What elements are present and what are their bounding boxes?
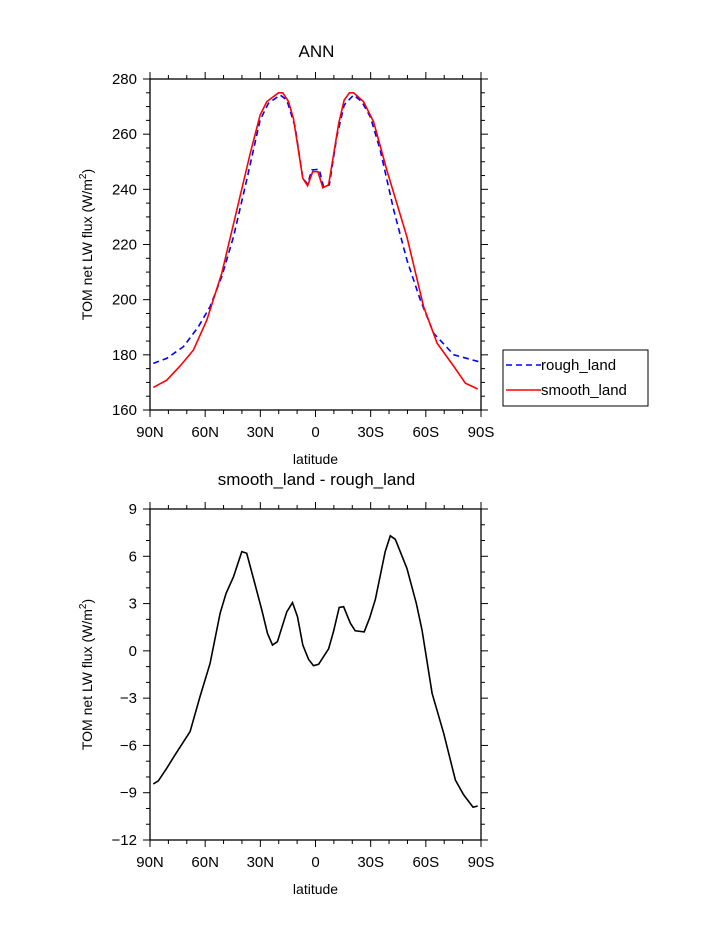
x-tick-label: 0 <box>311 424 319 441</box>
legend: rough_land smooth_land <box>502 349 649 407</box>
y-tick-label: 6 <box>129 548 137 565</box>
y-tick-label: 0 <box>129 643 137 660</box>
x-tick-label: 60N <box>191 424 219 441</box>
x-axis-label: latitude <box>293 881 338 897</box>
y-tick-label: 3 <box>129 596 137 613</box>
legend-label-rough_land: rough_land <box>541 357 616 374</box>
y-axis-label-end: ) <box>79 169 95 174</box>
y-tick-label: −12 <box>112 832 137 849</box>
plot-frame <box>149 508 482 841</box>
y-tick-label: −3 <box>120 690 137 707</box>
y-axis-label-superscript: 2 <box>78 173 89 179</box>
x-tick-label: 30N <box>247 854 275 871</box>
y-tick-label: 220 <box>112 237 137 254</box>
y-tick-label: 160 <box>112 402 137 419</box>
x-tick-label: 0 <box>311 854 319 871</box>
y-tick-label: 280 <box>112 71 137 88</box>
x-tick-label: 30N <box>247 424 275 441</box>
y-axis-label: TOM net LW flux (W/m2) <box>78 169 95 320</box>
y-axis-label-text: TOM net LW flux (W/m <box>79 179 95 320</box>
x-axis-label: latitude <box>293 451 338 467</box>
y-axis-label-superscript: 2 <box>78 603 89 609</box>
x-tick-label: 90S <box>468 424 495 441</box>
x-tick-label: 90S <box>468 854 495 871</box>
legend-box <box>502 349 649 407</box>
y-tick-label: 9 <box>129 501 137 518</box>
x-tick-label: 60S <box>412 854 439 871</box>
y-axis-label-text: TOM net LW flux (W/m <box>79 609 95 750</box>
y-tick-label: −9 <box>120 785 137 802</box>
chart-title: smooth_land - rough_land <box>218 470 416 489</box>
x-tick-label: 60N <box>191 854 219 871</box>
x-tick-label: 30S <box>357 854 384 871</box>
series-line-smooth_land - rough_land <box>152 534 478 809</box>
y-tick-label: 200 <box>112 292 137 309</box>
chart-title: ANN <box>299 42 335 61</box>
x-tick-label: 90N <box>136 854 164 871</box>
chart-panel-1: 90N 60N 30N 0 30S 60S 90S 160 180 200 220 240 260 280… <box>78 42 649 467</box>
legend-label-smooth_land: smooth_land <box>541 382 627 399</box>
x-tick-label: 30S <box>357 424 384 441</box>
y-tick-label: 180 <box>112 347 137 364</box>
y-tick-label: 260 <box>112 126 137 143</box>
y-axis-label: TOM net LW flux (W/m2) <box>78 599 95 750</box>
chart-panel-2: 90N 60N 30N 0 30S 60S 90S −12 −9 −6 −3 0 3 6 9 smooth_l… <box>78 470 494 897</box>
series-line-smooth_land <box>152 92 479 390</box>
x-tick-label: 60S <box>412 424 439 441</box>
x-tick-label: 90N <box>136 424 164 441</box>
series-line-rough_land <box>153 93 480 365</box>
y-axis-label-end: ) <box>79 599 95 604</box>
y-tick-label: −6 <box>120 737 137 754</box>
y-tick-label: 240 <box>112 181 137 198</box>
plot-frame <box>149 78 482 411</box>
